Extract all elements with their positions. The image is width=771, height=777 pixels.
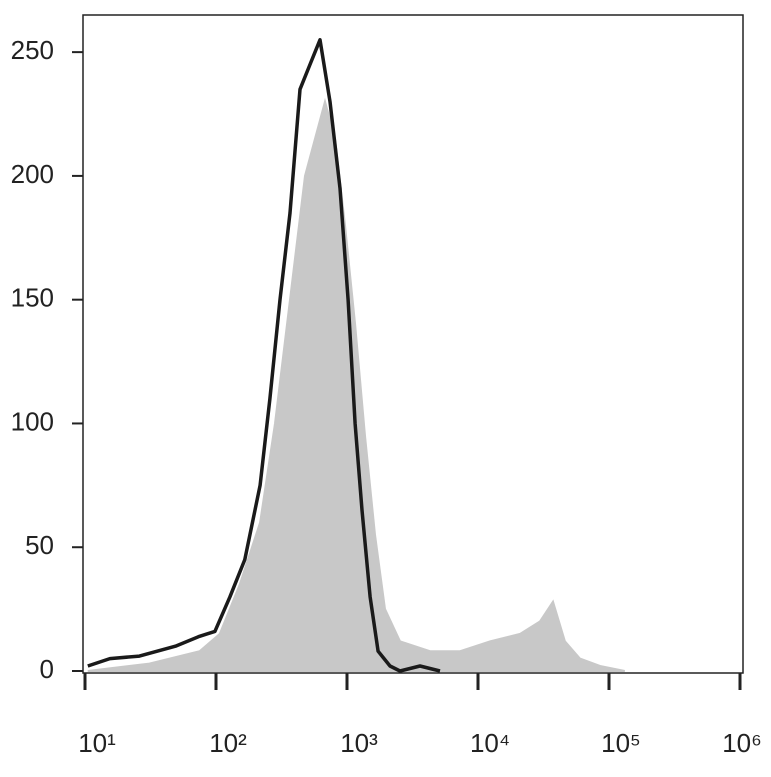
histogram-area xyxy=(87,97,625,672)
y-tick-label: 50 xyxy=(25,530,54,560)
x-tick-label: 10² xyxy=(209,728,247,758)
y-tick-label: 100 xyxy=(11,406,54,436)
plot-frame xyxy=(82,14,744,674)
x-tick-label: 10³ xyxy=(340,728,378,758)
x-tick-label: 10⁵ xyxy=(601,728,641,758)
x-tick-label: 10⁴ xyxy=(470,728,510,758)
y-tick-label: 0 xyxy=(40,654,54,684)
y-tick-label: 200 xyxy=(11,159,54,189)
y-tick-label: 250 xyxy=(11,35,54,65)
histogram-line xyxy=(87,38,441,673)
x-tick-label: 10¹ xyxy=(78,728,116,758)
y-tick-label: 150 xyxy=(11,283,54,313)
x-tick-label: 10⁶ xyxy=(722,728,762,758)
